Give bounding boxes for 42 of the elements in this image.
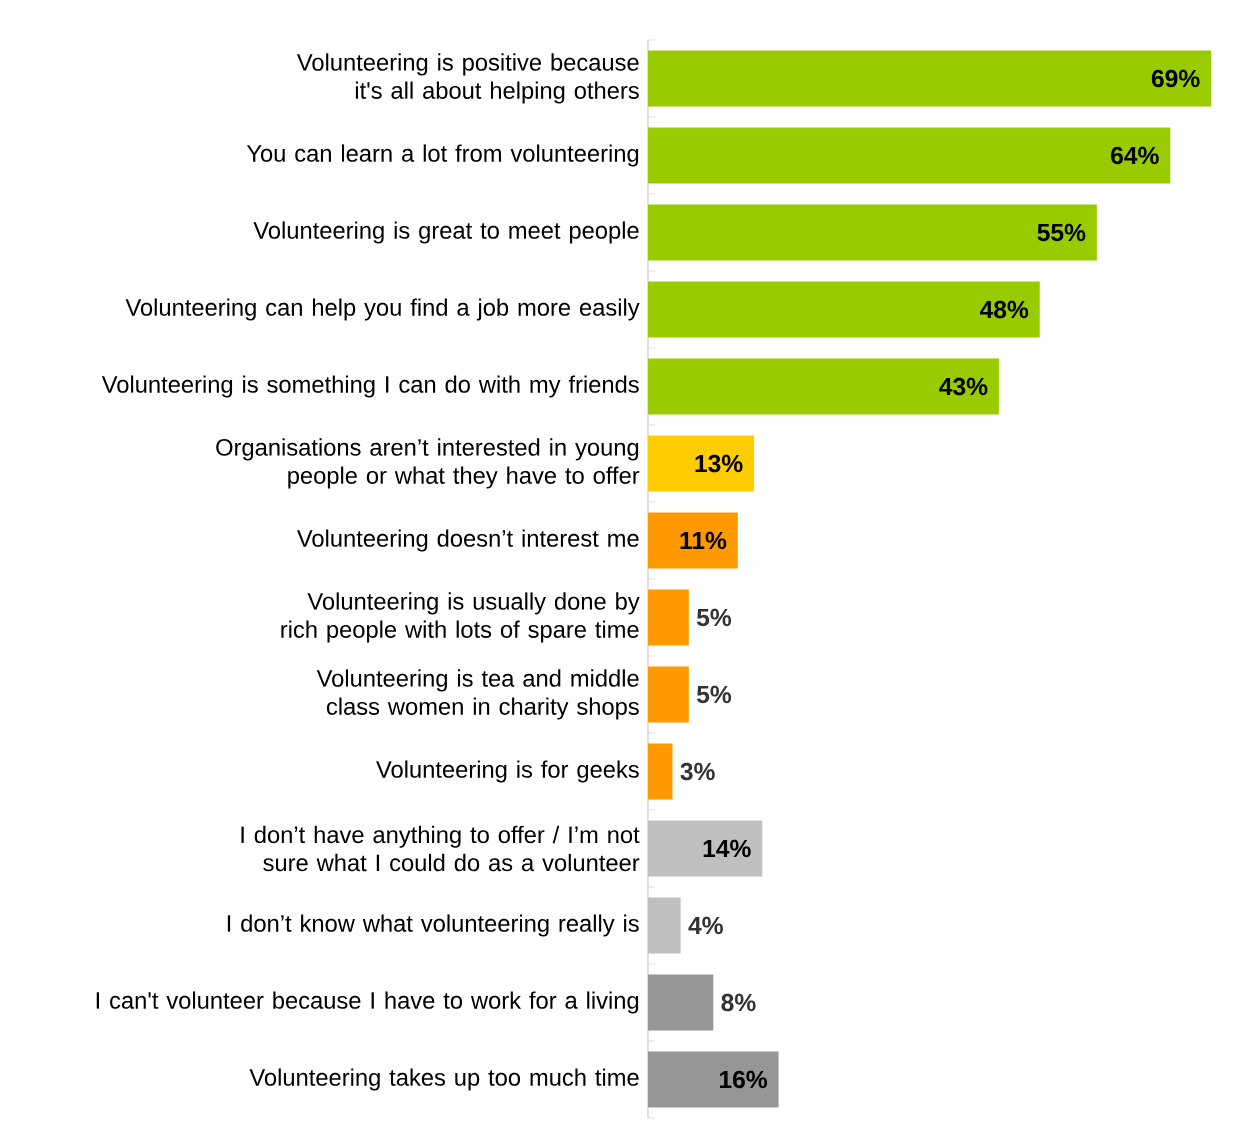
y-tick-label: Volunteering is usually done by rich people with lots of spare time xyxy=(281,592,640,643)
data-label: 55% xyxy=(1037,223,1086,242)
bar xyxy=(648,1051,779,1108)
y-tick-label: Volunteering doesn’t interest me xyxy=(296,529,639,552)
data-label: 64% xyxy=(1111,146,1159,165)
bar xyxy=(648,358,999,415)
y-tick-label: Volunteering can help you find a job more easily xyxy=(125,298,640,321)
y-tick-label: I don’t have anything to offer / I’m not sure what I could do as a volunteer xyxy=(241,825,640,872)
y-tick-label: I don’t know what volunteering really is xyxy=(227,914,639,937)
data-label: 11% xyxy=(680,531,727,550)
y-tick-label: Organisations aren’t interested in young people or what they have to offer xyxy=(216,438,640,489)
y-tick-label: Volunteering takes up too much time xyxy=(249,1068,639,1091)
data-label: 48% xyxy=(979,300,1029,319)
bar xyxy=(648,204,1097,261)
data-label: 43% xyxy=(939,377,988,396)
y-tick-label: I can't volunteer because I have to work for a living xyxy=(96,991,639,1014)
bar xyxy=(648,666,689,723)
data-label: 16% xyxy=(719,1070,768,1089)
bar xyxy=(648,743,673,800)
bar xyxy=(648,974,714,1031)
bar xyxy=(648,589,689,646)
bar xyxy=(648,50,1212,107)
data-label: 5% xyxy=(696,685,732,704)
data-label: 69% xyxy=(1151,69,1200,88)
data-label: 4% xyxy=(688,916,723,935)
data-label: 3% xyxy=(680,762,715,781)
data-label: 14% xyxy=(703,839,751,858)
data-label: 5% xyxy=(696,608,732,627)
y-tick-label: Volunteering is for geeks xyxy=(376,760,639,783)
bar xyxy=(648,281,1040,338)
data-label: 8% xyxy=(721,993,756,1012)
y-tick-label: You can learn a lot from volunteering xyxy=(246,144,639,167)
bar xyxy=(648,897,681,954)
bar xyxy=(648,127,1171,184)
y-tick-label: Volunteering is positive because it's all about helping others xyxy=(296,53,639,104)
data-label: 13% xyxy=(695,454,743,473)
bar xyxy=(648,435,755,492)
y-tick-label: Volunteering is tea and middle class women in charity shops xyxy=(316,669,639,720)
y-tick-label: Volunteering is great to meet people xyxy=(253,221,639,244)
bar xyxy=(648,820,763,877)
bar xyxy=(648,512,738,569)
y-tick-label: Volunteering is something I can do with my friends xyxy=(101,375,639,398)
